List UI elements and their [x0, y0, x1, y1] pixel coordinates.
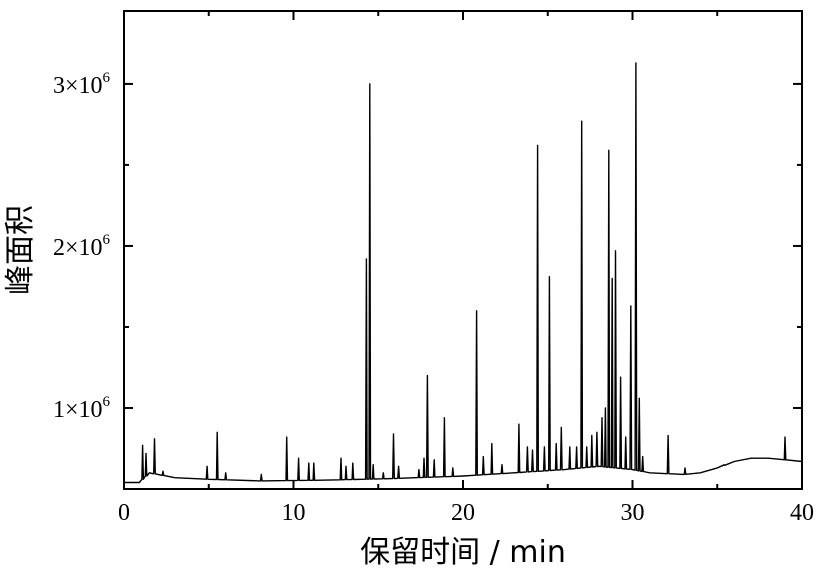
y-axis-title: 峰面积 [3, 205, 38, 295]
x-axis-title: 保留时间 / min [360, 535, 566, 570]
y-tick-label: 2×106 [53, 232, 111, 261]
x-tick-label: 30 [621, 500, 645, 526]
y-tick-label: 3×106 [53, 70, 111, 99]
x-tick-label: 10 [282, 500, 306, 526]
x-tick-label: 0 [118, 500, 130, 526]
y-tick-label: 1×106 [53, 394, 111, 423]
x-tick-label: 20 [451, 500, 475, 526]
plot-frame [123, 10, 803, 490]
x-tick-label: 40 [790, 500, 814, 526]
chromatogram-line [124, 62, 803, 484]
